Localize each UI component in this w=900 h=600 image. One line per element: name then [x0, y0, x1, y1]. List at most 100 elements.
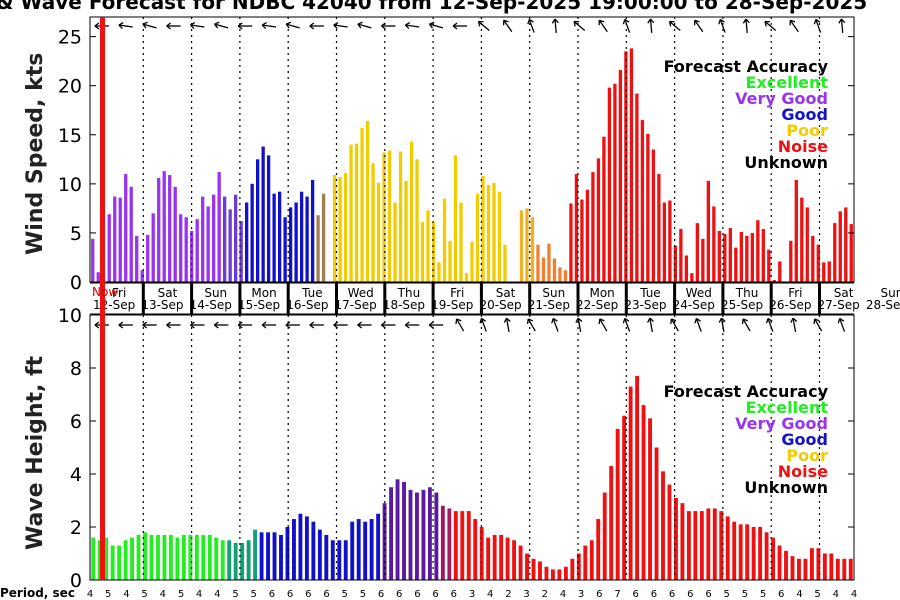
- wind-bar: [497, 191, 502, 282]
- wave-bar: [667, 484, 672, 580]
- direction-arrow: [647, 18, 655, 34]
- direction-arrow: [166, 321, 181, 329]
- wind-bar: [190, 230, 194, 282]
- wind-bar: [690, 273, 694, 282]
- wave-bar: [194, 534, 199, 580]
- wave-bar: [201, 534, 206, 580]
- direction-arrow: [718, 317, 726, 333]
- wind-bar: [618, 70, 623, 282]
- wind-bar: [651, 149, 656, 282]
- period-value: 5: [178, 589, 184, 600]
- wind-bar: [332, 175, 337, 282]
- wind-bar: [288, 207, 293, 282]
- wind-bar: [459, 202, 463, 282]
- wind-bar: [91, 238, 95, 282]
- date-label: 12-Sep: [93, 298, 135, 312]
- date-label: 21-Sep: [528, 298, 570, 312]
- wave-bar: [415, 492, 419, 580]
- period-value: 4: [87, 589, 93, 600]
- wind-bar: [750, 232, 754, 282]
- period-value: 6: [323, 589, 329, 600]
- wind-bar: [734, 247, 738, 282]
- wave-bar: [272, 532, 277, 580]
- date-label: 13-Sep: [141, 298, 183, 312]
- wave-bar: [557, 569, 562, 580]
- wave-bar: [563, 566, 568, 580]
- date-label: 20-Sep: [479, 298, 521, 312]
- wind-bar: [299, 191, 304, 282]
- wave-grid: [142, 315, 821, 580]
- wave-bar: [156, 534, 160, 580]
- day-separator: [383, 283, 387, 314]
- wind-bar: [624, 51, 628, 282]
- wind-bar: [635, 93, 639, 282]
- day-separator: [335, 283, 338, 314]
- period-value: 6: [287, 589, 293, 600]
- wind-bar: [827, 261, 831, 282]
- wave-bar: [337, 540, 342, 580]
- wave-bar: [279, 534, 283, 580]
- wave-bar: [635, 375, 640, 580]
- y-tick-label: 10: [58, 305, 82, 327]
- wind-y-ticks: 0 5 10 15 20 25: [58, 27, 854, 294]
- legend-item: Poor: [786, 121, 828, 140]
- wave-bar: [797, 558, 801, 580]
- wind-bar: [404, 180, 408, 282]
- wave-bar: [686, 511, 691, 580]
- day-of-week-label: Wed: [348, 286, 374, 300]
- period-value: 4: [851, 589, 857, 600]
- wind-arrows: [94, 18, 846, 34]
- date-label: 24-Sep: [673, 298, 715, 312]
- wind-bar: [277, 191, 282, 282]
- wave-bar: [712, 508, 717, 580]
- legend-item: Excellent: [746, 398, 829, 417]
- wind-bar: [371, 163, 375, 282]
- wave-bar: [123, 540, 128, 580]
- wave-bar: [784, 550, 788, 580]
- direction-arrow: [285, 321, 300, 329]
- wave-bar: [343, 540, 348, 580]
- day-of-week-label: Thu: [735, 286, 759, 300]
- wind-bar: [305, 196, 309, 282]
- wind-bar: [585, 189, 590, 282]
- y-tick-label: 25: [58, 27, 82, 49]
- wave-bar: [350, 521, 355, 580]
- wave-y-ticks: 0 2 4 6 8 10: [58, 305, 854, 592]
- wave-bar: [661, 471, 665, 580]
- wind-bar: [816, 244, 820, 282]
- wave-bar: [589, 540, 594, 580]
- wave-bar: [188, 534, 193, 580]
- wave-bar: [246, 540, 251, 580]
- direction-arrow: [118, 22, 133, 30]
- wind-bar: [717, 230, 721, 282]
- legend-title: Forecast Accuracy: [664, 382, 829, 401]
- wave-bar: [162, 534, 167, 580]
- period-value: 7: [614, 589, 620, 600]
- wind-bar: [354, 143, 359, 282]
- date-label: 27-Sep: [818, 298, 860, 312]
- wind-bar: [415, 159, 419, 282]
- y-tick-label: 20: [58, 76, 82, 98]
- direction-arrow: [622, 18, 631, 33]
- wave-bar: [583, 545, 588, 580]
- wind-bar: [591, 172, 595, 282]
- direction-arrow: [190, 321, 205, 329]
- day-separator: [286, 283, 290, 314]
- wave-bar: [130, 537, 135, 580]
- wind-bar: [503, 244, 507, 282]
- day-separator: [238, 283, 242, 314]
- wind-bar: [767, 249, 771, 282]
- direction-arrow: [575, 317, 583, 333]
- direction-arrow: [285, 21, 300, 29]
- wave-bar: [136, 534, 141, 580]
- wave-bar: [790, 556, 795, 580]
- date-label: 17-Sep: [335, 298, 377, 312]
- wind-bar: [245, 202, 249, 282]
- wave-bar: [240, 542, 245, 580]
- period-value: 6: [669, 589, 675, 600]
- direction-arrow: [261, 22, 277, 30]
- day-separator: [576, 283, 580, 314]
- wave-bar: [492, 534, 497, 580]
- direction-arrow: [694, 317, 702, 332]
- wave-bar: [440, 505, 445, 580]
